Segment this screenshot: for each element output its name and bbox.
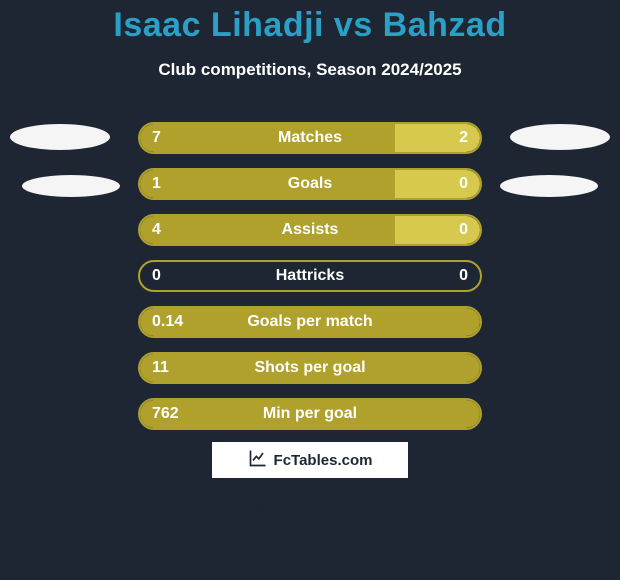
source-badge-text: FcTables.com xyxy=(274,452,373,469)
stat-label: Hattricks xyxy=(140,267,480,285)
stat-row: 0.14Goals per match xyxy=(138,306,482,338)
stat-label: Matches xyxy=(140,129,480,147)
stat-row: 10Goals xyxy=(138,168,482,200)
date-label: 20 february 2025 xyxy=(0,500,620,518)
player-oval-right-2 xyxy=(500,175,598,197)
stat-label: Shots per goal xyxy=(140,359,480,377)
page-title: Isaac Lihadji vs Bahzad xyxy=(0,6,620,45)
stat-row: 762Min per goal xyxy=(138,398,482,430)
stat-label: Assists xyxy=(140,221,480,239)
stat-label: Goals xyxy=(140,175,480,193)
chart-icon xyxy=(248,448,268,472)
player-oval-left-2 xyxy=(22,175,120,197)
comparison-infographic: Isaac Lihadji vs Bahzad Club competition… xyxy=(0,0,620,580)
page-subtitle: Club competitions, Season 2024/2025 xyxy=(0,60,620,80)
stat-row: 11Shots per goal xyxy=(138,352,482,384)
player-oval-right-1 xyxy=(510,124,610,150)
stat-row: 72Matches xyxy=(138,122,482,154)
player-oval-left-1 xyxy=(10,124,110,150)
stat-row: 00Hattricks xyxy=(138,260,482,292)
source-badge: FcTables.com xyxy=(210,440,410,480)
stat-row: 40Assists xyxy=(138,214,482,246)
stat-rows: 72Matches 10Goals 40Assists 00Hattricks 0.14… xyxy=(138,122,482,444)
stat-label: Min per goal xyxy=(140,405,480,423)
stat-label: Goals per match xyxy=(140,313,480,331)
